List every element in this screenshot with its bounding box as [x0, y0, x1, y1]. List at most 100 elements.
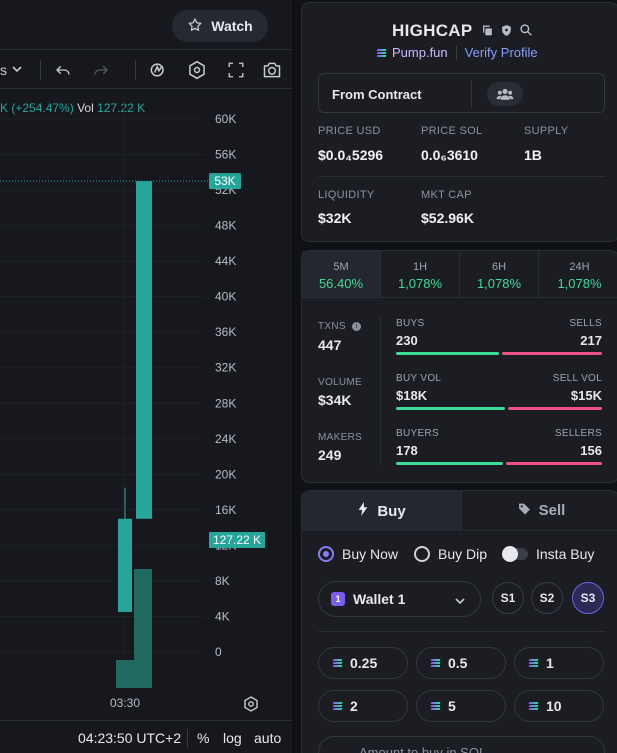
- search-icon[interactable]: [519, 23, 533, 40]
- y-tick-label: 20K: [215, 467, 236, 481]
- solana-icon: [528, 659, 539, 667]
- tf-change: 1,078%: [557, 276, 602, 291]
- buy-tab-label: Buy: [377, 502, 406, 520]
- tab-sell[interactable]: Sell: [463, 491, 617, 531]
- amount-preset-button[interactable]: 2: [318, 690, 408, 722]
- sells-bar: [502, 352, 602, 355]
- price-usd-label: PRICE USD: [318, 125, 381, 137]
- amount-input[interactable]: Amount to buy in SOL: [318, 736, 605, 753]
- x-tick-label: 03:30: [110, 696, 140, 710]
- y-tick-label: 44K: [215, 254, 236, 268]
- chart-toolbar: s: [0, 51, 292, 89]
- y-tick-label: 4K: [215, 609, 230, 623]
- buys-bar: [396, 352, 499, 355]
- sellers-bar: [506, 462, 602, 465]
- contract-selector[interactable]: From Contract: [318, 73, 605, 113]
- buyers-bar: [396, 462, 503, 465]
- solana-icon: [430, 659, 441, 667]
- watch-button[interactable]: Watch: [172, 10, 268, 42]
- hexagon-settings-icon[interactable]: [185, 59, 209, 81]
- amount-label: 5: [448, 698, 456, 714]
- amount-preset-button[interactable]: 0.25: [318, 647, 408, 679]
- buy-dip-label: Buy Dip: [438, 546, 488, 562]
- y-tick-label: 36K: [215, 325, 236, 339]
- price-chart[interactable]: 60K56K52K48K44K40K36K32K28K24K20K16K12K8…: [0, 95, 292, 720]
- tf-change: 1,078%: [397, 276, 443, 291]
- amount-label: 0.25: [350, 655, 378, 671]
- indicator-icon[interactable]: [146, 59, 170, 81]
- solana-icon: [332, 659, 343, 667]
- legend-change: K (+254.47%): [0, 101, 74, 115]
- redo-icon[interactable]: [90, 59, 112, 81]
- txns-value: 447: [318, 337, 342, 353]
- legend-vol-label: Vol: [77, 101, 94, 115]
- y-tick-label: 0: [215, 645, 222, 659]
- buy-now-option[interactable]: Buy Now: [318, 546, 398, 562]
- price-marker-badge: [209, 173, 241, 190]
- percent-toggle[interactable]: %: [197, 730, 210, 746]
- buy-dip-option[interactable]: Buy Dip: [414, 546, 487, 562]
- watch-label: Watch: [211, 18, 253, 34]
- price-sol-value: 0.0₆3610: [421, 147, 478, 163]
- buy-vol-bar: [396, 407, 505, 410]
- chart-bottom-bar: 04:23:50 UTC+2 % log auto: [0, 720, 292, 753]
- solana-icon: [376, 48, 387, 57]
- wallet-select[interactable]: 1 Wallet 1: [318, 581, 481, 617]
- slot-s2-button[interactable]: S2: [531, 582, 563, 614]
- solana-icon: [332, 702, 343, 710]
- amount-preset-button[interactable]: 5: [416, 690, 506, 722]
- y-tick-label: 56K: [215, 148, 236, 162]
- subline-divider: [455, 45, 457, 60]
- chevron-down-icon: [454, 594, 466, 610]
- tab-5m[interactable]: 5M 56.40%: [302, 251, 381, 298]
- radio-icon: [414, 546, 430, 562]
- undo-icon[interactable]: [52, 59, 74, 81]
- fullscreen-icon[interactable]: [224, 59, 248, 81]
- interval-select[interactable]: s: [0, 59, 28, 81]
- radio-selected-icon: [318, 546, 334, 562]
- copy-icon[interactable]: [481, 24, 494, 40]
- tf-change: 56.40%: [318, 276, 364, 291]
- buyers-label: BUYERS: [396, 428, 439, 439]
- slot-s1-button[interactable]: S1: [492, 582, 524, 614]
- metrics-divider: [380, 316, 381, 466]
- price-usd-value: $0.0₄5296: [318, 147, 384, 163]
- wallet-label: Wallet 1: [353, 591, 406, 607]
- community-icon[interactable]: [487, 82, 523, 106]
- stats-divider: [318, 176, 605, 177]
- info-icon[interactable]: i: [351, 321, 361, 331]
- price-sol-label: PRICE SOL: [421, 125, 483, 137]
- y-tick-label: 24K: [215, 432, 236, 446]
- buys-value: 230: [396, 333, 418, 348]
- tab-24h[interactable]: 24H 1,078%: [539, 251, 617, 298]
- amount-preset-button[interactable]: 1: [514, 647, 604, 679]
- chart-settings-icon[interactable]: [244, 696, 258, 712]
- tab-6h[interactable]: 6H 1,078%: [460, 251, 539, 298]
- chart-panel: Watch s K (+254.47%) Vol 127.22 K: [0, 0, 292, 753]
- chart-header: Watch: [0, 0, 292, 50]
- tab-1h[interactable]: 1H 1,078%: [381, 251, 460, 298]
- supply-label: SUPPLY: [524, 125, 569, 137]
- insta-buy-label: Insta Buy: [536, 546, 595, 562]
- liquidity-value: $32K: [318, 210, 352, 226]
- y-tick-label: 32K: [215, 361, 236, 375]
- insta-buy-toggle[interactable]: Insta Buy: [502, 546, 595, 562]
- tab-buy[interactable]: Buy: [302, 491, 462, 531]
- amount-preset-button[interactable]: 0.5: [416, 647, 506, 679]
- tf-label: 5M: [333, 261, 349, 273]
- slot-s3-button[interactable]: S3: [572, 582, 604, 614]
- solana-icon: [430, 702, 441, 710]
- verify-profile-link[interactable]: Verify Profile: [464, 45, 538, 60]
- y-tick-label: 40K: [215, 290, 236, 304]
- auto-toggle[interactable]: auto: [254, 730, 282, 746]
- toolbar-divider: [40, 60, 41, 80]
- amount-preset-button[interactable]: 10: [514, 690, 604, 722]
- platform-link[interactable]: Pump.fun: [392, 45, 448, 60]
- camera-icon[interactable]: [260, 59, 284, 81]
- log-toggle[interactable]: log: [223, 730, 242, 746]
- sells-label: SELLS: [569, 318, 602, 329]
- y-tick-label: 60K: [215, 112, 236, 126]
- shield-icon[interactable]: [500, 24, 513, 40]
- star-icon: [187, 17, 203, 36]
- amount-label: 2: [350, 698, 358, 714]
